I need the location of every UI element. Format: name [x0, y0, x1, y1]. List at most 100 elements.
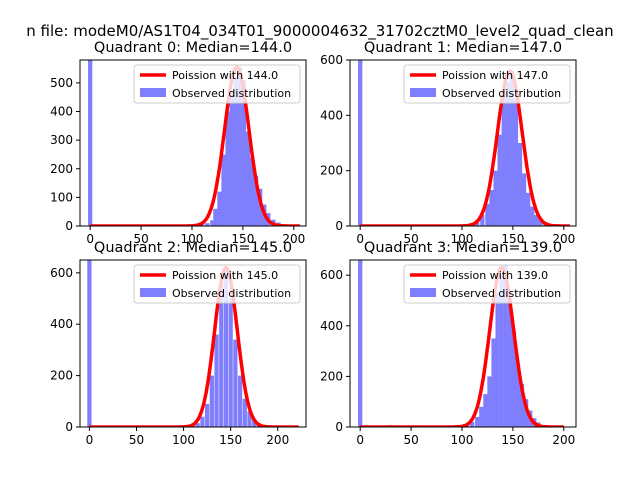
subplot-quadrant-0: 0 50 100 150 200 0 100 200 300 400 500 Quadrant 0: … [50, 40, 307, 246]
histogram-bar [483, 394, 488, 427]
histogram-bar [237, 67, 242, 226]
legend-frame [133, 64, 301, 104]
y-tick-label: 600 [320, 53, 343, 67]
histogram-bar [210, 220, 215, 226]
histogram-bar [509, 71, 515, 226]
subplot-quadrant-2: 0 50 100 150 200 0 200 400 600 Quadrant 2: Median… [50, 240, 307, 447]
x-tick-label: 50 [403, 433, 418, 447]
histogram-bar [495, 292, 500, 427]
histogram-bar [519, 383, 525, 427]
histogram-bar [228, 298, 233, 427]
histogram-bar [499, 275, 504, 427]
histogram-bar [217, 191, 222, 226]
y-tick-label: 400 [50, 317, 73, 331]
legend-label-observed: Observed distribution [172, 87, 291, 100]
legend-patch-swatch [410, 288, 436, 297]
histogram-bar [88, 60, 93, 226]
histogram-bar [507, 297, 512, 427]
y-tick-label: 0 [335, 219, 343, 233]
histogram-bar [213, 208, 218, 226]
x-tick-label: 0 [86, 433, 94, 447]
axes-frame [79, 59, 307, 227]
x-tick-label: 100 [172, 433, 195, 447]
histogram-bar [517, 143, 523, 226]
poisson-curve [89, 265, 299, 427]
histogram-bar [513, 98, 519, 226]
y-tick-label: 400 [320, 108, 343, 122]
histogram-bar [505, 82, 510, 226]
histogram-bar [489, 190, 494, 226]
figure-suptitle: n file: modeM0/AS1T04_034T01_9000004632_… [26, 22, 613, 41]
histogram-bar [242, 398, 247, 427]
legend-label-observed: Observed distribution [442, 87, 561, 100]
histogram-bar [245, 131, 251, 226]
x-tick-label: 50 [403, 232, 418, 246]
histogram-bar [195, 423, 200, 427]
histogram-bar [497, 134, 502, 226]
observed-histogram [88, 60, 296, 226]
subplot-title: Quadrant 1: Median=147.0 [364, 40, 562, 56]
x-tick-label: 100 [181, 232, 204, 246]
subplot-title: Quadrant 3: Median=139.0 [364, 240, 562, 256]
histogram-bar [534, 214, 539, 226]
histogram-bar [358, 60, 363, 226]
x-tick-label: 150 [219, 433, 242, 447]
subplot-quadrant-3: 0 50 100 150 200 0 200 400 600 Quadrant 3: Median… [320, 240, 577, 447]
legend-label-poisson: Poission with 139.0 [442, 269, 548, 282]
x-tick-label: 0 [86, 232, 94, 246]
legend-patch-swatch [140, 288, 166, 297]
axes-frame [349, 59, 577, 227]
histogram-bar [470, 421, 475, 427]
poisson-curve [360, 265, 564, 427]
histogram-bar [214, 334, 219, 427]
legend-patch-swatch [140, 88, 166, 97]
x-tick-label: 100 [451, 433, 474, 447]
x-tick-label: 0 [356, 433, 364, 447]
legend-frame [403, 64, 571, 104]
histogram-bar [205, 403, 210, 427]
histogram-bar [229, 91, 234, 226]
x-tick-label: 0 [356, 232, 364, 246]
y-tick-label: 400 [50, 105, 73, 119]
x-tick-label: 200 [552, 433, 575, 447]
histogram-bar [233, 339, 238, 427]
legend-label-poisson: Poission with 147.0 [442, 69, 548, 82]
x-tick-label: 150 [231, 232, 254, 246]
legend-frame [133, 264, 301, 304]
histogram-bar [249, 157, 255, 226]
histogram-bar [209, 375, 214, 427]
histogram-bar [511, 330, 517, 427]
histogram-bar [538, 219, 543, 226]
axes-frame [349, 259, 577, 428]
y-tick-label: 0 [335, 420, 343, 434]
histogram-bar [247, 411, 252, 427]
subplot-quadrant-1: 0 50 100 150 200 0 200 400 600 Quadrant 1: Median… [320, 40, 577, 246]
histogram-bar [223, 270, 229, 427]
histogram-bar [200, 416, 205, 427]
legend: Poission with 145.0 Observed distribution [133, 264, 301, 304]
legend-label-observed: Observed distribution [172, 287, 291, 300]
y-tick-label: 0 [65, 219, 73, 233]
histogram-bar [205, 223, 210, 226]
histogram-bar [241, 80, 247, 226]
histogram-bar [200, 224, 205, 226]
histogram-bar [258, 188, 263, 226]
legend-label-poisson: Poission with 145.0 [172, 269, 278, 282]
legend: Poission with 147.0 Observed distribution [403, 64, 571, 104]
y-tick-label: 200 [50, 162, 73, 176]
histogram-bar [503, 265, 508, 427]
y-tick-label: 0 [65, 420, 73, 434]
histogram-bar [87, 260, 92, 427]
y-tick-label: 600 [320, 268, 343, 282]
histogram-bar [501, 95, 506, 226]
legend-label-poisson: Poission with 144.0 [172, 69, 278, 82]
y-tick-label: 100 [50, 190, 73, 204]
histogram-bar [479, 406, 484, 427]
legend: Poission with 144.0 Observed distribution [133, 64, 301, 104]
y-tick-label: 600 [50, 266, 73, 280]
histogram-bar [515, 363, 521, 427]
axes-frame [79, 259, 307, 428]
histogram-bar [523, 399, 529, 427]
